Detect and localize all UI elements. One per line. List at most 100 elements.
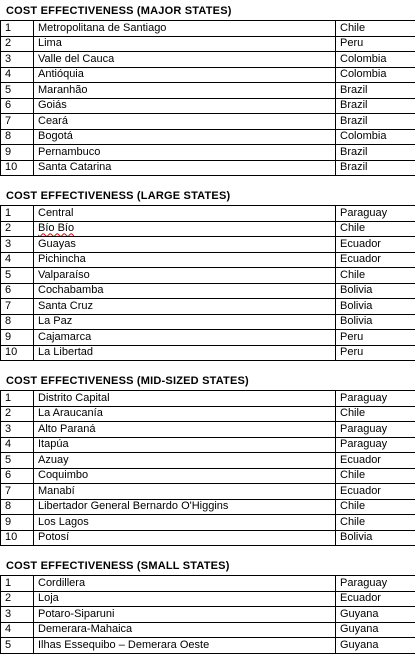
state-name-cell: Bío Bío: [33, 220, 336, 237]
table-row: 5 Maranhão Brazil: [0, 82, 415, 99]
country-cell: Brazil: [335, 82, 415, 99]
rank: 7: [5, 299, 12, 312]
country: Colombia: [340, 130, 387, 143]
country-cell: Bolivia: [335, 313, 415, 330]
table-row: 8 Bogotá Colombia: [0, 128, 415, 145]
country: Guyana: [340, 607, 379, 620]
country-cell: Paraguay: [335, 421, 415, 438]
rank-cell: 6: [0, 282, 34, 299]
rank: 2: [5, 592, 12, 605]
table-row: 5 Ilhas Essequibo – Demerara Oeste Guyana: [0, 637, 415, 654]
country-cell: Chile: [335, 20, 415, 37]
rank: 8: [5, 500, 12, 513]
country-cell: Ecuador: [335, 251, 415, 268]
state-name-cell: Demerara-Mahaica: [33, 621, 336, 638]
rank: 5: [5, 453, 12, 466]
country: Peru: [340, 330, 364, 343]
table-row: 7 Santa Cruz Bolivia: [0, 298, 415, 315]
table-row: 9 Cajamarca Peru: [0, 329, 415, 346]
state-name-cell: Bogotá: [33, 128, 336, 145]
country: Guyana: [340, 638, 379, 651]
table-row: 4 Antióquia Colombia: [0, 66, 415, 83]
rank-cell: 2: [0, 405, 34, 422]
country-cell: Chile: [335, 514, 415, 531]
table-row: 10 Potosí Bolivia: [0, 529, 415, 546]
country-cell: Ecuador: [335, 590, 415, 607]
state-name: Alto Paraná: [38, 422, 96, 435]
country: Chile: [340, 268, 366, 281]
state-name-cell: Loja: [33, 590, 336, 607]
country-cell: Paraguay: [335, 575, 415, 592]
rank-cell: 3: [0, 236, 34, 253]
state-name: Pichincha: [38, 253, 86, 266]
rank-cell: 8: [0, 128, 34, 145]
state-name-cell: Antióquia: [33, 66, 336, 83]
state-name: Cordillera: [38, 576, 86, 589]
rank: 3: [5, 422, 12, 435]
state-name-cell: Goiás: [33, 97, 336, 114]
state-name: Demerara-Mahaica: [38, 623, 133, 636]
country-cell: Chile: [335, 498, 415, 515]
state-name: La Libertad: [38, 346, 94, 359]
rank-cell: 3: [0, 606, 34, 623]
country: Paraguay: [340, 576, 388, 589]
rank-cell: 7: [0, 483, 34, 500]
country-cell: Chile: [335, 467, 415, 484]
rank: 4: [5, 623, 12, 636]
country-cell: Colombia: [335, 66, 415, 83]
state-name: Coquimbo: [38, 469, 89, 482]
ranking-table: 1 Metropolitana de Santiago Chile 2 Lima Peru…: [0, 20, 415, 176]
state-name: Bogotá: [38, 130, 73, 143]
rank: 8: [5, 315, 12, 328]
state-name-cell: Los Lagos: [33, 514, 336, 531]
table-row: 4 Itapúa Paraguay: [0, 436, 415, 453]
table-row: 4 Demerara-Mahaica Guyana: [0, 621, 415, 638]
table-row: 10 La Libertad Peru: [0, 344, 415, 361]
rank: 8: [5, 130, 12, 143]
state-name: Central: [38, 206, 74, 219]
country: Chile: [340, 222, 366, 235]
rank: 1: [5, 206, 12, 219]
state-name: Loja: [38, 592, 59, 605]
country-cell: Bolivia: [335, 298, 415, 315]
rank: 5: [5, 83, 12, 96]
state-name-cell: Maranhão: [33, 82, 336, 99]
table-row: 7 Manabí Ecuador: [0, 483, 415, 500]
state-name: Itapúa: [38, 438, 69, 451]
state-name: La Paz: [38, 315, 73, 328]
table-row: 1 Metropolitana de Santiago Chile: [0, 20, 415, 37]
table-row: 10 Santa Catarina Brazil: [0, 159, 415, 176]
rank-cell: 4: [0, 436, 34, 453]
rank-cell: 9: [0, 329, 34, 346]
table-row: 1 Cordillera Paraguay: [0, 575, 415, 592]
section-title: COST EFFECTIVENESS (SMALL STATES): [6, 560, 230, 572]
rank: 6: [5, 284, 12, 297]
country: Paraguay: [340, 422, 388, 435]
rank-cell: 4: [0, 66, 34, 83]
rank: 10: [5, 161, 18, 174]
rank: 2: [5, 222, 12, 235]
table-row: 8 Libertador General Bernardo O'Higgins Ch…: [0, 498, 415, 515]
rank-cell: 6: [0, 97, 34, 114]
country-cell: Chile: [335, 220, 415, 237]
country-cell: Peru: [335, 344, 415, 361]
rank-cell: 4: [0, 251, 34, 268]
state-name-cell: Valle del Cauca: [33, 51, 336, 68]
state-name: Potaro-Siparuni: [38, 607, 115, 620]
rank: 4: [5, 438, 12, 451]
rank: 2: [5, 37, 12, 50]
country-cell: Chile: [335, 267, 415, 284]
state-name-cell: Central: [33, 205, 336, 222]
state-name: Manabí: [38, 484, 75, 497]
state-name-cell: Ceará: [33, 113, 336, 130]
country-cell: Peru: [335, 35, 415, 52]
country-cell: Peru: [335, 329, 415, 346]
state-name: Distrito Capital: [38, 391, 110, 404]
rank-cell: 1: [0, 575, 34, 592]
country-cell: Ecuador: [335, 236, 415, 253]
section-title: COST EFFECTIVENESS (LARGE STATES): [6, 190, 231, 202]
state-name: Cajamarca: [38, 330, 92, 343]
state-name-cell: Itapúa: [33, 436, 336, 453]
country: Bolivia: [340, 531, 373, 544]
